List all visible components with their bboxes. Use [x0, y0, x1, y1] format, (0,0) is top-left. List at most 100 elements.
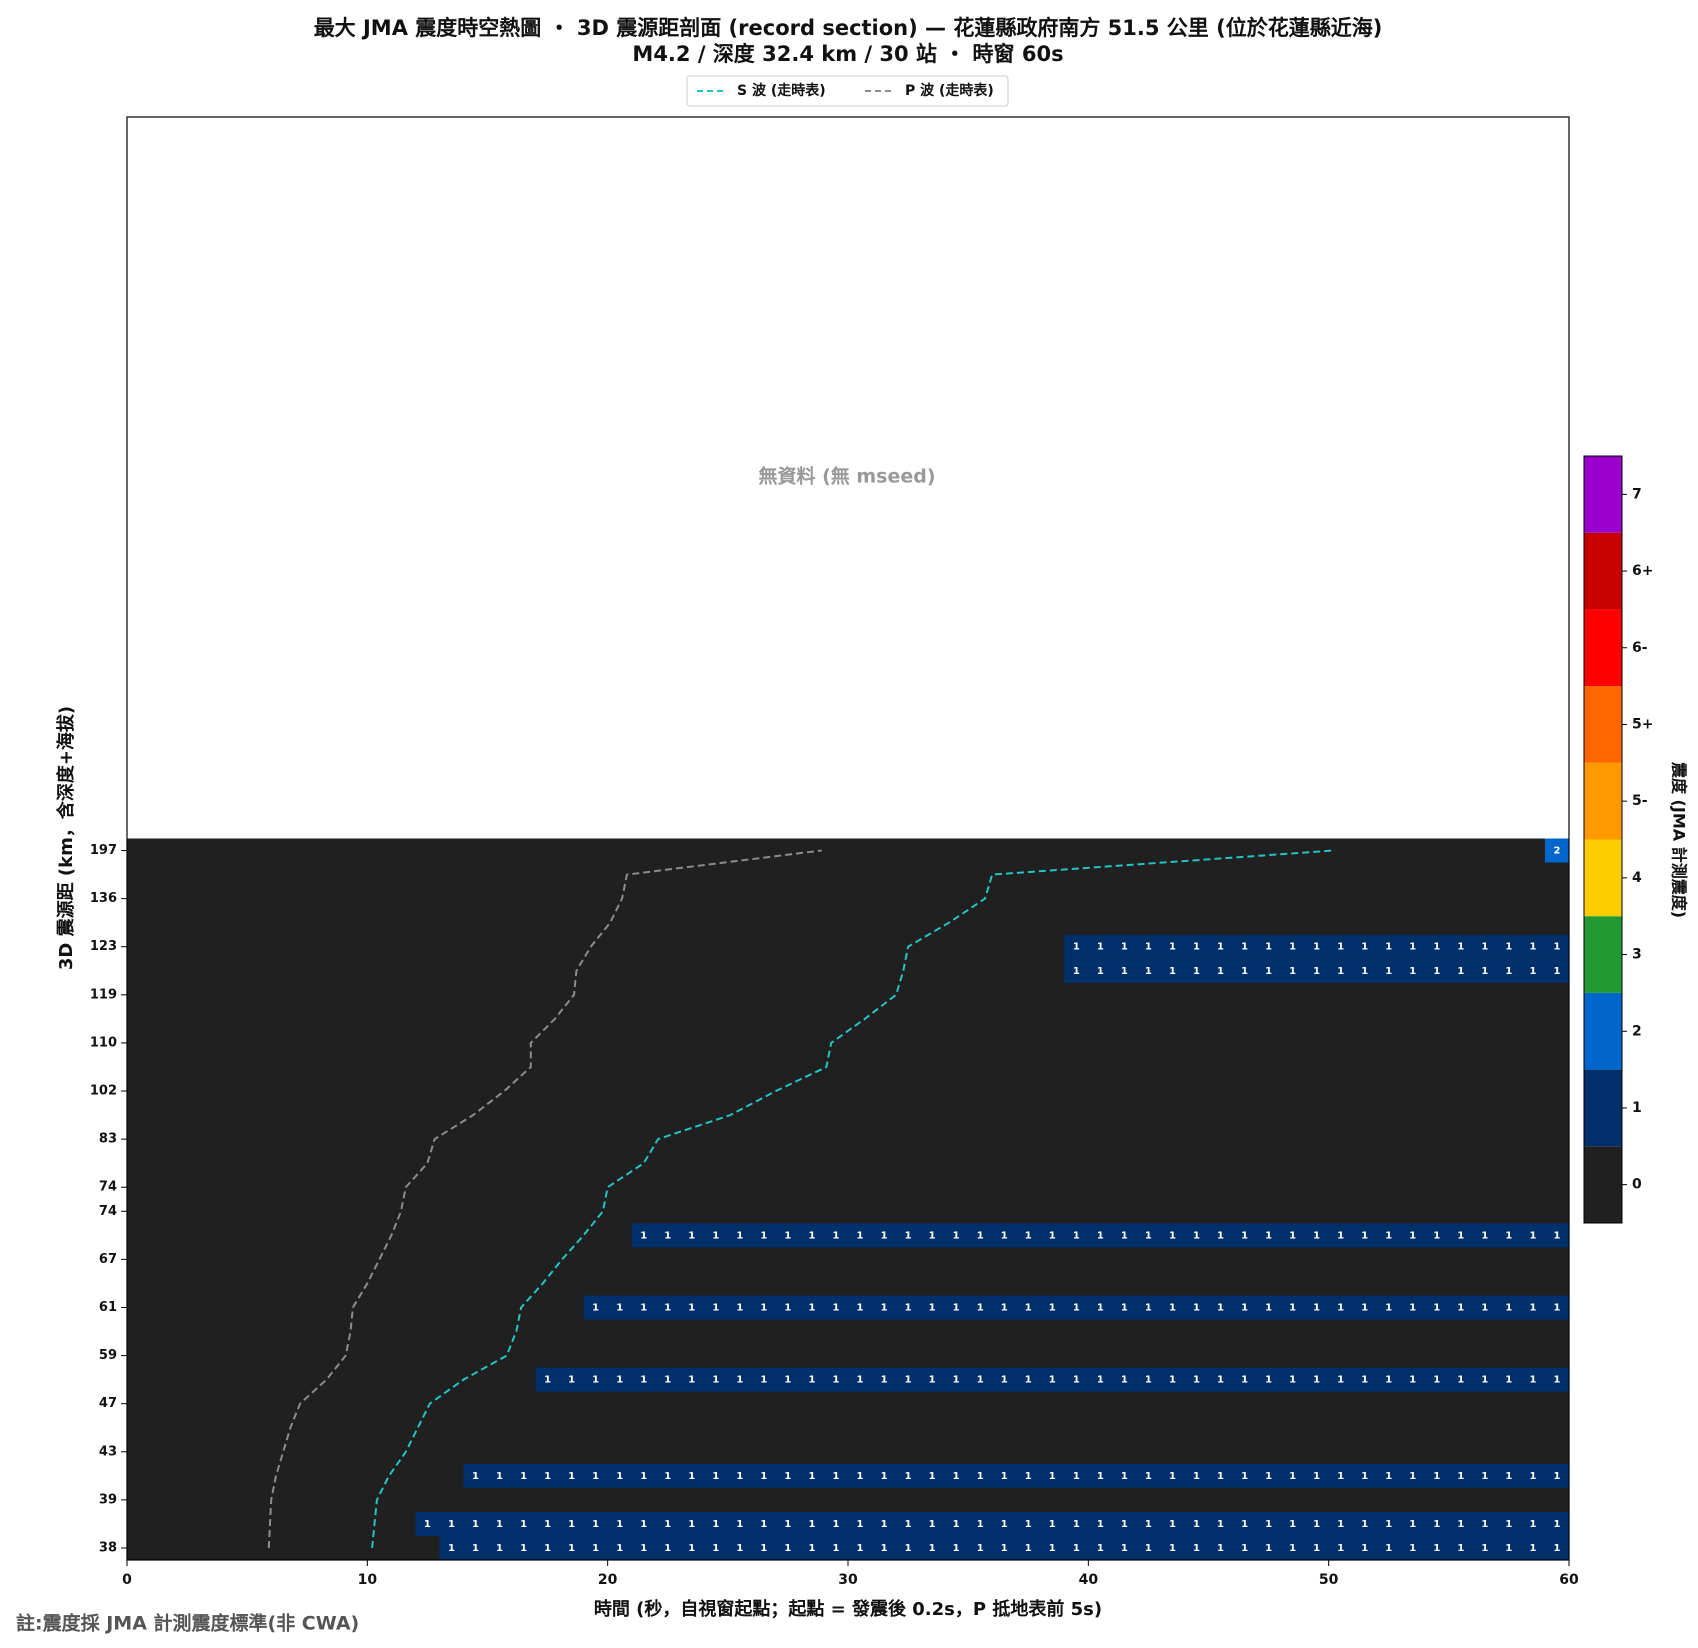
cell-label: 1 [1553, 1302, 1560, 1313]
colorbar-tick-label: 1 [1632, 1100, 1642, 1116]
cell-label: 1 [1217, 1230, 1224, 1241]
cell-label: 1 [1145, 1230, 1152, 1241]
cell-label: 1 [664, 1230, 671, 1241]
colorbar-label: 震度 (JMA 計測震度) [1670, 761, 1689, 918]
cell-label: 1 [1529, 1543, 1536, 1554]
cell-label: 1 [881, 1543, 888, 1554]
intensity-band [1064, 958, 1569, 983]
cell-label: 1 [1481, 966, 1488, 977]
cell-label: 1 [1361, 942, 1368, 953]
cell-label: 1 [592, 1471, 599, 1482]
cell-label: 1 [929, 1230, 936, 1241]
cell-label: 1 [1433, 1519, 1440, 1530]
y-tick-label: 61 [99, 1300, 117, 1315]
cell-label: 1 [881, 1519, 888, 1530]
cell-label: 1 [1457, 966, 1464, 977]
cell-label: 1 [1385, 1543, 1392, 1554]
cell-label: 1 [640, 1519, 647, 1530]
cell-label: 1 [1241, 942, 1248, 953]
cell-label: 1 [1313, 1543, 1320, 1554]
cell-label: 1 [1049, 1230, 1056, 1241]
y-tick-label: 119 [90, 987, 117, 1002]
cell-label: 1 [1097, 1375, 1104, 1386]
cell-label: 1 [1049, 1375, 1056, 1386]
cell-label: 1 [736, 1519, 743, 1530]
cell-label: 1 [1289, 966, 1296, 977]
cell-label: 1 [1481, 1543, 1488, 1554]
cell-label: 1 [1097, 1230, 1104, 1241]
cell-label: 1 [1241, 1471, 1248, 1482]
cell-label: 1 [1097, 1519, 1104, 1530]
cell-label: 1 [544, 1543, 551, 1554]
cell-label: 1 [1529, 1471, 1536, 1482]
cell-label: 1 [1457, 1375, 1464, 1386]
cell-label: 1 [1073, 942, 1080, 953]
cell-label: 1 [1337, 1471, 1344, 1482]
cell-label: 1 [1265, 1519, 1272, 1530]
cell-label: 1 [688, 1543, 695, 1554]
cell-label: 1 [1481, 1519, 1488, 1530]
cell-label: 1 [448, 1519, 455, 1530]
cell-label: 1 [496, 1543, 503, 1554]
cell-label: 1 [1097, 966, 1104, 977]
cell-label: 1 [544, 1519, 551, 1530]
x-tick-label: 30 [838, 1572, 858, 1588]
cell-label: 1 [1505, 1471, 1512, 1482]
cell-label: 1 [424, 1519, 431, 1530]
cell-label: 1 [808, 1375, 815, 1386]
cell-label: 1 [592, 1543, 599, 1554]
cell-label: 1 [1505, 942, 1512, 953]
cell-label: 1 [1337, 1375, 1344, 1386]
y-tick-label: 38 [99, 1540, 117, 1555]
y-tick-label: 102 [90, 1084, 117, 1099]
cell-label: 1 [1193, 1375, 1200, 1386]
colorbar-tick-label: 5+ [1632, 716, 1653, 732]
cell-label: 1 [857, 1375, 864, 1386]
cell-label: 1 [1409, 1471, 1416, 1482]
cell-label: 1 [1505, 1519, 1512, 1530]
y-tick-label: 47 [99, 1396, 117, 1411]
cell-label: 1 [905, 1519, 912, 1530]
cell-label: 1 [472, 1519, 479, 1530]
cell-label: 1 [1553, 1543, 1560, 1554]
cell-label: 1 [1433, 942, 1440, 953]
footnote: 註:震度採 JMA 計測震度標準(非 CWA) [16, 1612, 359, 1635]
x-tick-label: 50 [1319, 1572, 1339, 1588]
colorbar-swatch [1584, 992, 1622, 1070]
cell-label: 1 [640, 1543, 647, 1554]
cell-label: 1 [1361, 1230, 1368, 1241]
cell-label: 1 [592, 1302, 599, 1313]
cell-label: 1 [1025, 1375, 1032, 1386]
cell-label: 1 [1529, 1375, 1536, 1386]
cell-label: 1 [1001, 1302, 1008, 1313]
cell-label: 1 [448, 1543, 455, 1554]
colorbar-swatch [1584, 1069, 1622, 1147]
cell-label: 1 [1121, 1375, 1128, 1386]
cell-label: 1 [1553, 1230, 1560, 1241]
cell-label: 1 [1265, 1543, 1272, 1554]
cell-label: 1 [1265, 966, 1272, 977]
cell-label: 1 [1505, 1230, 1512, 1241]
cell-label: 1 [1241, 966, 1248, 977]
colorbar-swatch [1584, 839, 1622, 917]
cell-label: 1 [1265, 1375, 1272, 1386]
cell-label: 1 [592, 1519, 599, 1530]
cell-label: 1 [1025, 1230, 1032, 1241]
cell-label: 1 [1217, 1543, 1224, 1554]
cell-label: 1 [808, 1230, 815, 1241]
cell-label: 1 [1289, 1471, 1296, 1482]
cell-label: 1 [1409, 1519, 1416, 1530]
y-tick-label: 59 [99, 1348, 117, 1363]
cell-label: 1 [953, 1230, 960, 1241]
cell-label: 1 [1433, 966, 1440, 977]
colorbar-tick-label: 2 [1632, 1023, 1642, 1039]
cell-label: 1 [760, 1471, 767, 1482]
cell-label: 1 [1313, 1471, 1320, 1482]
cell-label: 1 [496, 1519, 503, 1530]
cell-label: 1 [1217, 1519, 1224, 1530]
cell-label: 1 [1529, 1302, 1536, 1313]
cell-label: 1 [1169, 1543, 1176, 1554]
cell-label: 1 [1385, 1375, 1392, 1386]
cell-label: 1 [1145, 966, 1152, 977]
